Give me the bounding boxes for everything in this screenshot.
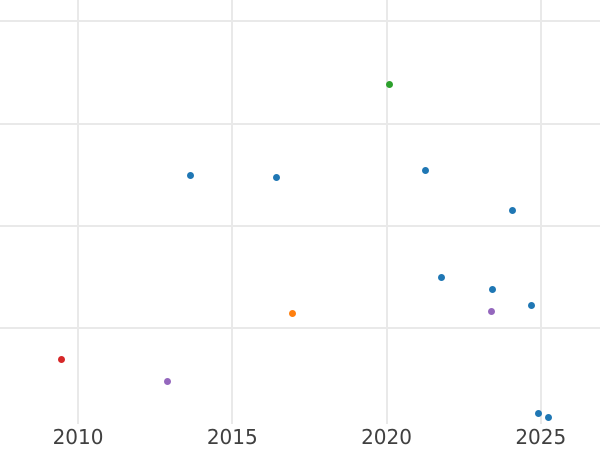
x-gridline: [77, 0, 80, 424]
x-gridline: [539, 0, 542, 424]
x-tick-label: 2020: [361, 425, 412, 449]
data-point-blue-series: [272, 174, 280, 182]
data-point-blue-series: [488, 285, 496, 293]
x-gridline: [385, 0, 388, 424]
x-tick-label: 2015: [206, 425, 258, 449]
y-gridline: [0, 326, 600, 329]
x-tick-label: 2025: [515, 425, 567, 449]
data-point-orange-series: [288, 310, 296, 318]
x-tick-label: 2010: [52, 425, 104, 449]
data-point-blue-series: [527, 301, 535, 309]
data-point-purple-series: [163, 377, 171, 385]
data-point-purple-series: [488, 308, 496, 316]
y-gridline: [0, 20, 600, 23]
data-point-blue-series: [437, 274, 445, 282]
data-point-green-series: [386, 81, 394, 89]
x-gridline: [231, 0, 234, 424]
data-point-blue-series: [545, 414, 553, 422]
data-point-blue-series: [422, 167, 430, 175]
y-gridline: [0, 122, 600, 125]
data-point-blue-series: [186, 172, 194, 180]
y-gridline: [0, 224, 600, 227]
data-point-blue-series: [535, 410, 543, 418]
data-point-red-series: [58, 356, 66, 364]
data-point-blue-series: [509, 206, 517, 214]
